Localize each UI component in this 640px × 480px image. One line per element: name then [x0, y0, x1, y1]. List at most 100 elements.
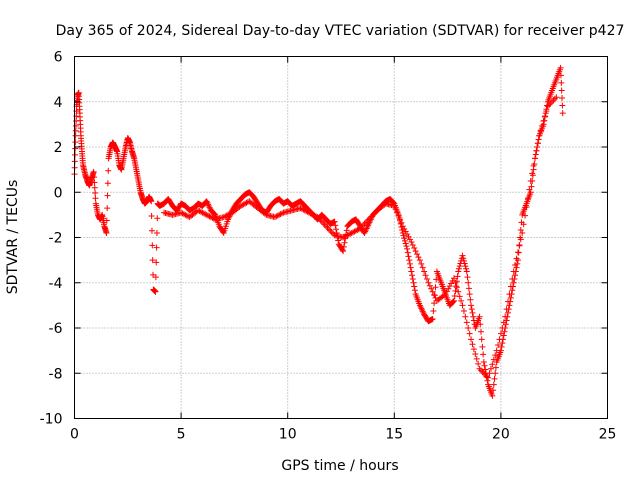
y-tick-label: -6	[49, 321, 63, 337]
data-point	[468, 336, 475, 343]
data-point	[480, 351, 487, 358]
data-point	[395, 213, 402, 220]
data-point	[91, 184, 98, 191]
data-point	[402, 240, 409, 247]
data-point	[423, 275, 430, 282]
data-point	[532, 151, 539, 158]
data-point	[392, 206, 399, 213]
data-point	[450, 298, 457, 305]
data-point	[499, 340, 506, 347]
data-point	[529, 170, 536, 177]
y-tick-label: 2	[54, 140, 63, 156]
data-point	[426, 282, 433, 289]
data-point	[463, 265, 470, 272]
series-sdtvar	[71, 64, 566, 399]
data-point	[148, 198, 155, 205]
data-point	[92, 190, 99, 197]
y-tick-label: -2	[49, 231, 63, 247]
data-point	[493, 347, 500, 354]
x-tick-label: 20	[492, 427, 510, 443]
data-point	[443, 288, 450, 295]
data-point	[503, 306, 510, 313]
data-point	[341, 239, 348, 246]
data-point	[211, 211, 218, 218]
data-point	[103, 217, 110, 224]
x-axis-title: GPS time / hours	[281, 458, 398, 474]
data-point	[491, 375, 498, 382]
data-point	[459, 252, 466, 259]
series-sdtvar-band	[161, 94, 560, 381]
data-point	[517, 226, 524, 233]
data-point	[468, 302, 475, 309]
data-point	[553, 94, 560, 101]
data-point	[468, 306, 475, 313]
data-point	[537, 127, 544, 134]
data-point	[149, 242, 156, 249]
data-point	[476, 313, 483, 320]
data-point	[536, 132, 543, 139]
data-point	[428, 285, 435, 292]
data-point	[506, 302, 513, 309]
data-point	[410, 279, 417, 286]
data-point	[148, 227, 155, 234]
chart-title: Day 365 of 2024, Sidereal Day-to-day VTE…	[56, 23, 625, 39]
data-point	[462, 313, 469, 320]
data-point	[401, 237, 408, 244]
data-point	[557, 64, 564, 71]
data-point	[530, 162, 537, 169]
data-point	[500, 319, 507, 326]
data-point	[559, 102, 566, 109]
data-point	[153, 259, 160, 266]
data-point	[484, 377, 491, 384]
data-point	[558, 79, 565, 86]
data-point	[480, 358, 487, 365]
data-point	[517, 236, 524, 243]
data-point	[405, 233, 412, 240]
data-point	[105, 167, 112, 174]
data-point	[532, 155, 539, 162]
data-point	[559, 94, 566, 101]
data-point	[464, 274, 471, 281]
y-tick-label: -4	[49, 276, 63, 292]
data-point	[446, 283, 453, 290]
data-point	[454, 273, 461, 280]
data-point	[455, 265, 462, 272]
label-layer: 0 5 10 15 20 25 -10 -8 -6 -4 -2 0 2 4 6	[40, 50, 617, 443]
data-point	[466, 330, 473, 337]
data-point	[425, 279, 432, 286]
data-point	[343, 227, 350, 234]
data-point	[455, 288, 462, 295]
data-point	[559, 110, 566, 117]
data-point	[463, 268, 470, 275]
data-point	[453, 283, 460, 290]
data-point	[479, 343, 486, 350]
data-point	[516, 242, 523, 249]
data-point	[510, 268, 517, 275]
data-point	[470, 313, 477, 320]
data-point	[331, 218, 338, 225]
data-point	[450, 275, 457, 282]
data-point	[534, 140, 541, 147]
data-point	[466, 291, 473, 298]
data-point	[534, 144, 541, 150]
data-point	[430, 308, 437, 315]
data-point	[460, 308, 467, 315]
data-point	[406, 257, 413, 264]
data-point	[513, 255, 520, 262]
data-point	[152, 274, 159, 281]
data-point	[487, 365, 494, 372]
data-point	[332, 222, 339, 229]
data-point	[92, 195, 99, 202]
data-point	[91, 174, 98, 181]
y-axis-title: SDTVAR / TECUs	[5, 180, 21, 295]
data-point	[72, 139, 79, 146]
data-point	[104, 205, 111, 212]
x-tick-label: 25	[599, 427, 617, 443]
data-point	[90, 168, 97, 175]
data-point	[497, 330, 504, 337]
data-point	[402, 228, 409, 235]
data-point	[153, 244, 160, 251]
x-tick-label: 10	[279, 427, 297, 443]
